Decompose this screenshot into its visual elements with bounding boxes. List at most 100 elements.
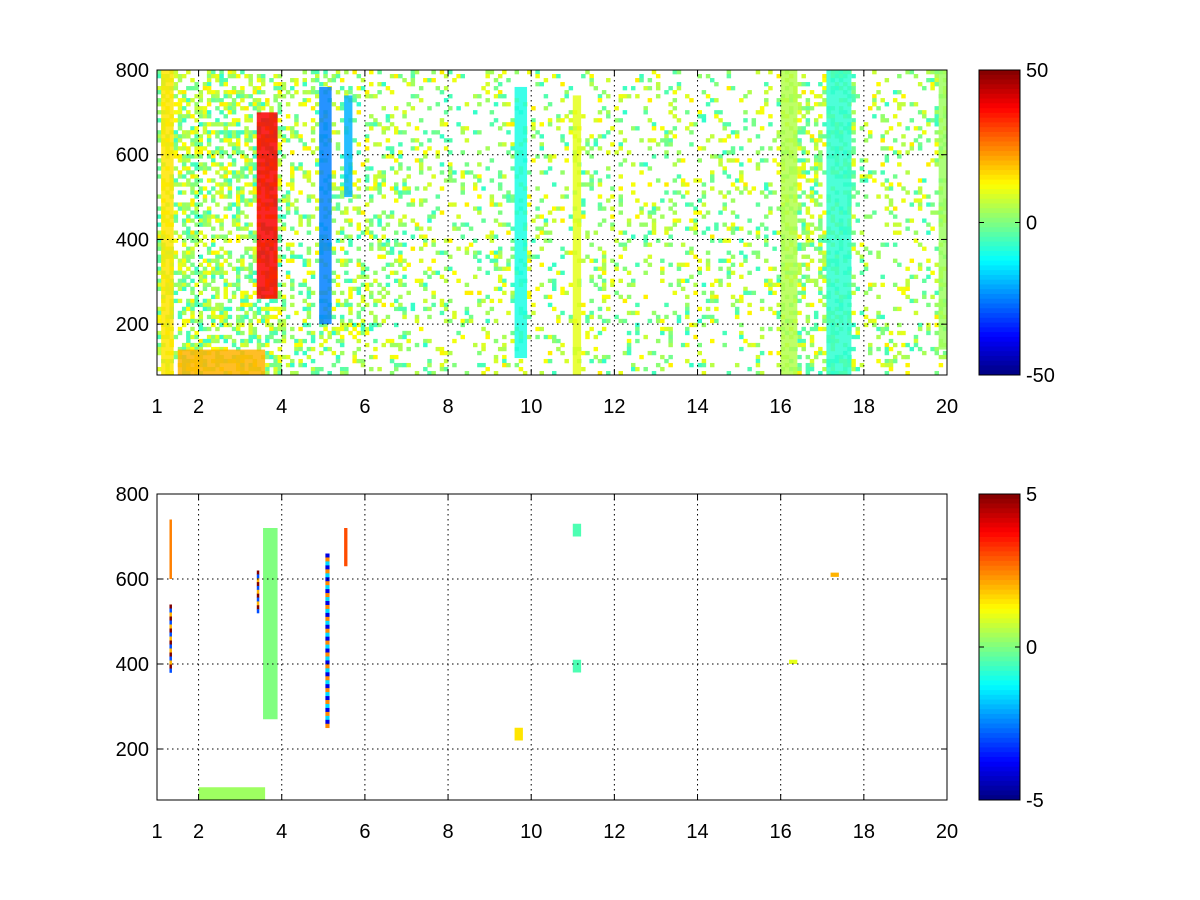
heatmap-cell xyxy=(227,230,233,235)
heatmap-cell xyxy=(547,294,553,300)
heatmap-cell xyxy=(285,182,291,187)
heatmap-cell xyxy=(302,258,307,263)
heatmap-cell xyxy=(236,170,241,175)
heatmap-cell xyxy=(660,266,665,271)
heatmap-cell xyxy=(244,134,249,139)
heatmap-cell xyxy=(186,70,191,75)
heatmap-cell xyxy=(373,278,378,283)
heatmap-cell xyxy=(822,258,827,263)
heatmap-cell xyxy=(930,294,935,300)
heatmap-cell xyxy=(244,234,249,239)
heatmap-cell xyxy=(813,154,819,159)
heatmap-cell xyxy=(818,150,823,155)
heatmap-cell xyxy=(190,190,195,195)
heatmap-cell xyxy=(601,318,607,324)
heatmap-cell xyxy=(892,98,898,103)
heatmap-cell xyxy=(294,78,299,83)
heatmap-cell xyxy=(477,194,482,199)
heatmap-cell xyxy=(202,274,208,279)
heatmap-cell xyxy=(776,274,781,279)
heatmap-cell xyxy=(223,94,228,99)
heatmap-cell xyxy=(290,162,295,167)
heatmap-cell xyxy=(194,154,199,159)
heatmap-cell xyxy=(527,258,532,263)
heatmap-cell xyxy=(593,354,599,360)
heatmap-cell xyxy=(926,322,931,328)
heatmap-cell xyxy=(930,82,935,87)
heatmap-cell xyxy=(722,138,727,143)
heatmap-cell xyxy=(643,106,648,111)
heatmap-cell xyxy=(381,178,386,183)
heatmap-cell xyxy=(202,210,208,215)
heatmap-cell xyxy=(755,250,761,255)
heatmap-cell xyxy=(260,106,266,111)
heatmap-cell xyxy=(805,194,811,199)
heatmap-cell xyxy=(173,110,179,115)
heatmap-cell xyxy=(310,370,316,376)
heatmap-cell xyxy=(177,278,183,283)
heatmap-cell xyxy=(223,150,228,155)
heatmap-cell xyxy=(855,286,860,292)
heatmap-cell xyxy=(772,290,777,296)
heatmap-cell xyxy=(190,142,195,147)
heatmap-cell xyxy=(597,222,603,227)
heatmap-cell xyxy=(560,350,565,356)
heatmap-cell xyxy=(394,342,399,348)
heatmap-feature xyxy=(177,349,266,375)
heatmap-cell xyxy=(273,98,278,103)
heatmap-cell xyxy=(597,286,603,292)
heatmap-cell xyxy=(211,294,216,300)
heatmap-cell xyxy=(398,346,403,352)
colorbar-step xyxy=(979,293,1020,300)
heatmap-cell xyxy=(734,214,740,219)
heatmap-cell xyxy=(477,150,482,155)
y-tick-label: 600 xyxy=(116,569,149,591)
heatmap-cell xyxy=(290,178,295,183)
heatmap-cell xyxy=(510,282,515,288)
heatmap-cell xyxy=(198,326,204,332)
heatmap-cell xyxy=(252,246,258,251)
heatmap-cell xyxy=(364,230,370,235)
colorbar-step xyxy=(979,179,1020,185)
heatmap-cell xyxy=(427,370,432,376)
heatmap-cell xyxy=(759,190,765,195)
heatmap-cell xyxy=(685,182,690,187)
heatmap-cell xyxy=(888,186,894,191)
heatmap-cell xyxy=(739,274,744,279)
heatmap-cell xyxy=(240,106,245,111)
heatmap-cell xyxy=(581,366,586,372)
heatmap-cell xyxy=(202,162,208,167)
heatmap-cell xyxy=(285,138,291,143)
heatmap-cell xyxy=(377,170,382,175)
heatmap-cell xyxy=(689,98,694,103)
heatmap-cell xyxy=(564,90,569,95)
heatmap-cell xyxy=(352,94,357,99)
heatmap-cell xyxy=(668,338,673,344)
heatmap-cell xyxy=(651,202,657,207)
heatmap-cell xyxy=(223,270,228,275)
colorbar-step xyxy=(979,217,1020,223)
heatmap-cell xyxy=(892,306,898,312)
heatmap-cell xyxy=(813,278,819,283)
heatmap-cell xyxy=(764,182,769,187)
heatmap-cell xyxy=(381,266,386,271)
heatmap-cell xyxy=(227,178,233,183)
colorbar-step xyxy=(979,341,1020,347)
heatmap-cell xyxy=(431,214,436,219)
heatmap-cell xyxy=(294,198,299,203)
heatmap-cell xyxy=(456,330,461,336)
heatmap-cell xyxy=(813,198,819,203)
heatmap-cell xyxy=(398,262,403,267)
heatmap-cell xyxy=(813,166,819,171)
heatmap-cell xyxy=(181,318,187,324)
heatmap-cell xyxy=(489,110,495,115)
heatmap-cell xyxy=(414,226,420,231)
heatmap-cell xyxy=(194,202,199,207)
heatmap-cell xyxy=(726,122,732,127)
heatmap-cell xyxy=(564,250,569,255)
heatmap-cell xyxy=(236,274,241,279)
heatmap-cell xyxy=(236,226,241,231)
heatmap-cell xyxy=(822,98,827,103)
heatmap-cell xyxy=(739,170,744,175)
heatmap-cell xyxy=(822,78,827,83)
